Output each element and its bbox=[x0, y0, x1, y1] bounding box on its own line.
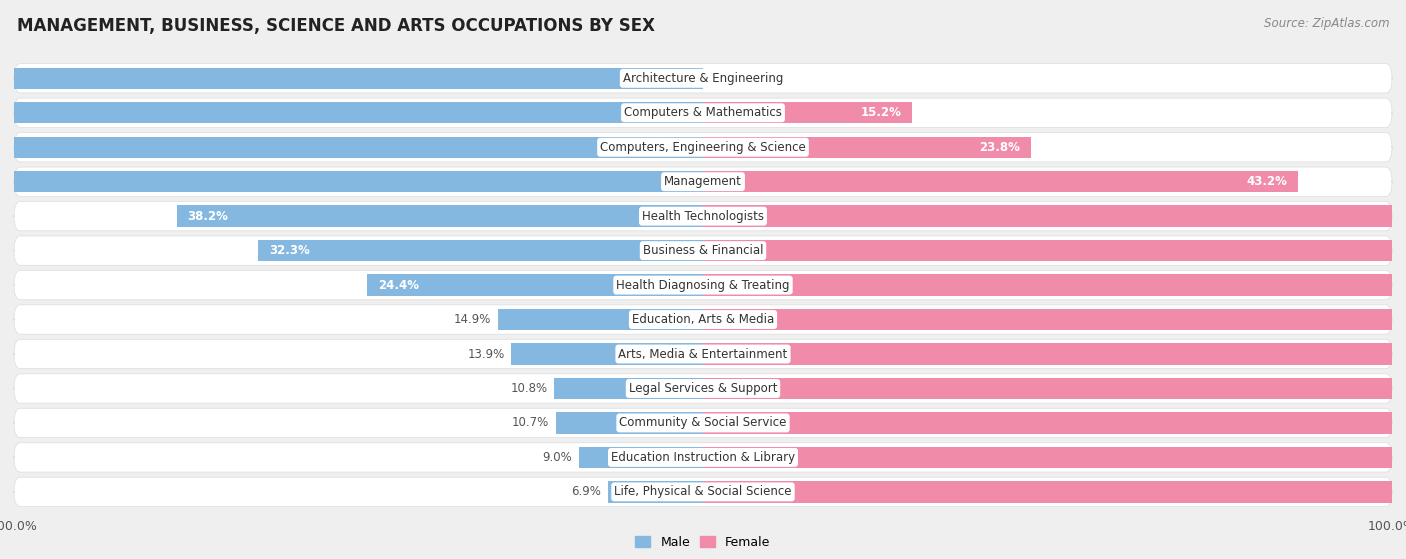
FancyBboxPatch shape bbox=[14, 443, 1392, 472]
Text: Legal Services & Support: Legal Services & Support bbox=[628, 382, 778, 395]
Bar bbox=[498, 309, 703, 330]
Text: 23.8%: 23.8% bbox=[979, 141, 1019, 154]
Bar bbox=[257, 240, 703, 261]
Text: 15.2%: 15.2% bbox=[860, 106, 901, 119]
Text: 38.2%: 38.2% bbox=[187, 210, 229, 222]
Text: 6.9%: 6.9% bbox=[571, 485, 600, 499]
Bar bbox=[703, 413, 1406, 434]
Text: MANAGEMENT, BUSINESS, SCIENCE AND ARTS OCCUPATIONS BY SEX: MANAGEMENT, BUSINESS, SCIENCE AND ARTS O… bbox=[17, 17, 655, 35]
Bar bbox=[703, 240, 1406, 261]
Bar bbox=[703, 343, 1406, 364]
Text: Arts, Media & Entertainment: Arts, Media & Entertainment bbox=[619, 348, 787, 361]
Text: 14.9%: 14.9% bbox=[453, 313, 491, 326]
Bar bbox=[703, 171, 1298, 192]
Bar bbox=[0, 68, 703, 89]
FancyBboxPatch shape bbox=[14, 408, 1392, 438]
Text: Life, Physical & Social Science: Life, Physical & Social Science bbox=[614, 485, 792, 499]
Bar bbox=[0, 136, 703, 158]
Legend: Male, Female: Male, Female bbox=[630, 531, 776, 554]
Text: 0.0%: 0.0% bbox=[710, 72, 740, 85]
Bar bbox=[554, 378, 703, 399]
FancyBboxPatch shape bbox=[14, 98, 1392, 127]
Text: Architecture & Engineering: Architecture & Engineering bbox=[623, 72, 783, 85]
Bar bbox=[367, 274, 703, 296]
Bar bbox=[579, 447, 703, 468]
FancyBboxPatch shape bbox=[14, 64, 1392, 93]
FancyBboxPatch shape bbox=[14, 271, 1392, 300]
Text: Computers & Mathematics: Computers & Mathematics bbox=[624, 106, 782, 119]
Text: 10.7%: 10.7% bbox=[512, 416, 548, 429]
Text: Health Technologists: Health Technologists bbox=[643, 210, 763, 222]
Bar bbox=[703, 481, 1406, 503]
Text: 9.0%: 9.0% bbox=[543, 451, 572, 464]
Bar bbox=[703, 378, 1406, 399]
Text: Community & Social Service: Community & Social Service bbox=[619, 416, 787, 429]
Text: Education, Arts & Media: Education, Arts & Media bbox=[631, 313, 775, 326]
Text: Health Diagnosing & Treating: Health Diagnosing & Treating bbox=[616, 278, 790, 292]
Text: 43.2%: 43.2% bbox=[1246, 175, 1288, 188]
Text: 32.3%: 32.3% bbox=[269, 244, 309, 257]
FancyBboxPatch shape bbox=[14, 374, 1392, 403]
Text: Computers, Engineering & Science: Computers, Engineering & Science bbox=[600, 141, 806, 154]
Text: 10.8%: 10.8% bbox=[510, 382, 547, 395]
Bar bbox=[555, 413, 703, 434]
FancyBboxPatch shape bbox=[14, 305, 1392, 334]
Text: Education Instruction & Library: Education Instruction & Library bbox=[612, 451, 794, 464]
FancyBboxPatch shape bbox=[14, 339, 1392, 369]
FancyBboxPatch shape bbox=[14, 167, 1392, 196]
Text: Business & Financial: Business & Financial bbox=[643, 244, 763, 257]
FancyBboxPatch shape bbox=[14, 201, 1392, 231]
Bar bbox=[703, 309, 1406, 330]
Bar bbox=[177, 206, 703, 227]
Text: 24.4%: 24.4% bbox=[378, 278, 419, 292]
FancyBboxPatch shape bbox=[14, 132, 1392, 162]
FancyBboxPatch shape bbox=[14, 236, 1392, 266]
Bar bbox=[703, 136, 1031, 158]
Text: Management: Management bbox=[664, 175, 742, 188]
Bar bbox=[512, 343, 703, 364]
Bar bbox=[703, 274, 1406, 296]
Bar bbox=[0, 102, 703, 124]
FancyBboxPatch shape bbox=[14, 477, 1392, 506]
Text: Source: ZipAtlas.com: Source: ZipAtlas.com bbox=[1264, 17, 1389, 30]
Bar bbox=[607, 481, 703, 503]
Bar bbox=[703, 447, 1406, 468]
Text: 13.9%: 13.9% bbox=[467, 348, 505, 361]
Bar bbox=[703, 206, 1406, 227]
Bar bbox=[0, 171, 703, 192]
Bar bbox=[703, 102, 912, 124]
